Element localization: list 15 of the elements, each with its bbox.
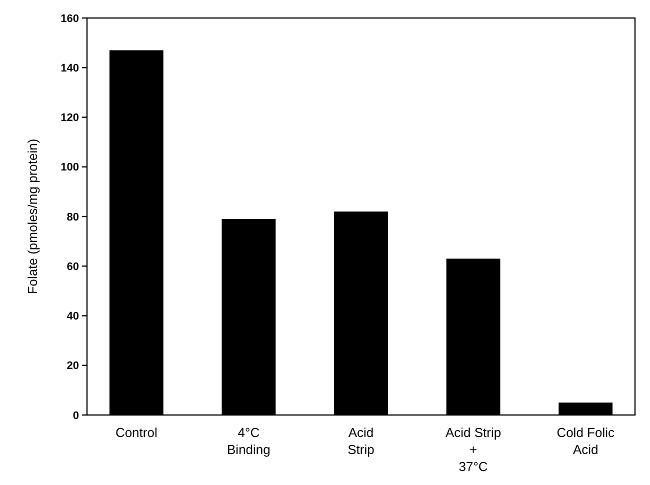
y-tick-label: 0 [72, 410, 79, 422]
x-tick-label: 4°C Binding [227, 425, 270, 457]
y-tick-label: 60 [66, 260, 79, 273]
y-tick-label: 120 [60, 112, 79, 124]
x-tick-label: Acid Strip + 37°C [445, 425, 502, 474]
y-tick-label: 20 [66, 360, 79, 372]
x-tick-label: Control [115, 425, 158, 440]
y-tick-label: 40 [66, 310, 79, 323]
y-axis-title: Folate (pmoles/mg protein) [25, 138, 40, 294]
y-tick-label: 140 [60, 62, 79, 74]
y-tick-label: 80 [66, 211, 79, 224]
y-tick-label: 100 [60, 162, 79, 174]
y-tick-label: 160 [60, 12, 79, 25]
x-tick-label: Cold Folic Acid [556, 425, 615, 457]
x-tick-label: Acid Strip [348, 425, 374, 457]
